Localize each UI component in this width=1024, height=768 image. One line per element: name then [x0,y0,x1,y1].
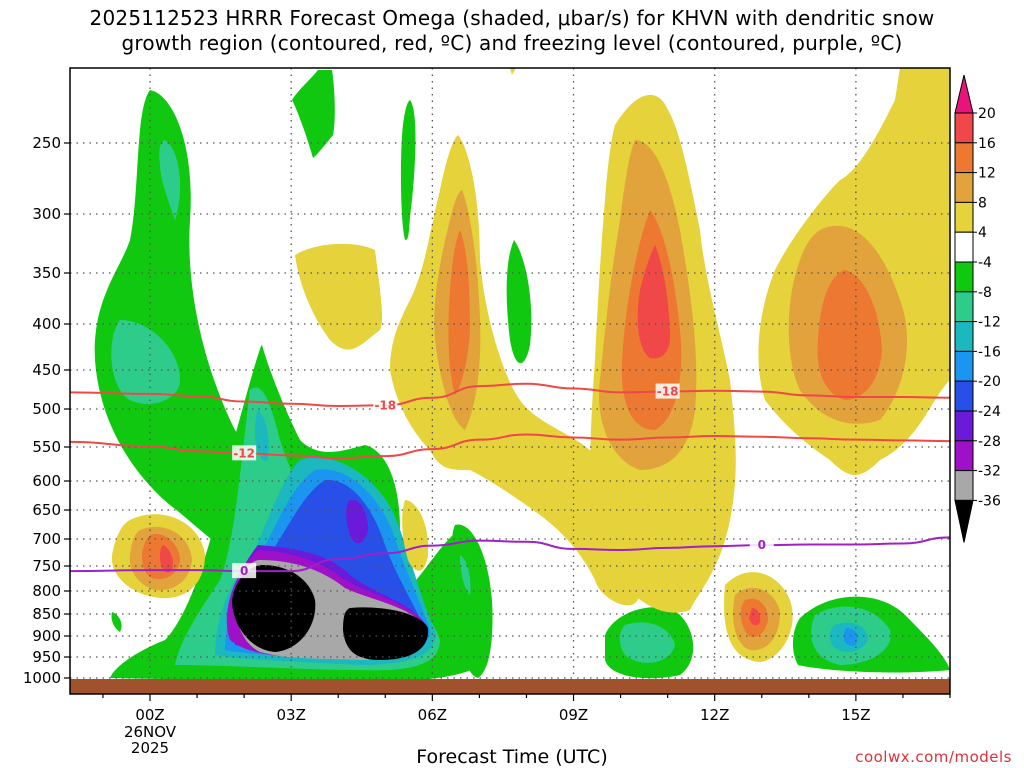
contour-label: -12 [233,446,255,460]
y-tick-label: 850 [32,605,61,623]
y-tick-label: 250 [32,134,61,152]
colorbar-swatch [955,292,973,322]
colorbar-label: -4 [978,255,992,271]
colorbar-swatch [955,322,973,352]
sink-area [507,240,532,363]
y-axis: 250 300 350 400 450 500 550 600 650 700 750 800 850 9… [23,134,70,687]
colorbar-label: -16 [978,344,1001,360]
y-tick-label: 750 [32,557,61,575]
y-tick-label: 950 [32,648,61,666]
x-tick-label: 00Z [135,706,164,724]
colorbar-swatch [955,471,973,501]
colorbar-swatch [955,173,973,203]
y-tick-label: 600 [32,472,61,490]
y-tick-label: 350 [32,264,61,282]
y-tick-label: 800 [32,582,61,600]
sink-area [111,612,121,632]
colorbar-swatch [955,232,973,262]
x-tick-label: 12Z [700,706,729,724]
colorbar-swatch [955,262,973,292]
colorbar-label: -36 [978,493,1001,509]
y-tick-label: 700 [32,530,61,548]
contour-label: 0 [758,538,766,552]
credit-link[interactable]: coolwx.com/models [855,748,1012,766]
sink-area [292,70,335,158]
colorbar-swatch [955,202,973,232]
y-tick-label: 450 [32,361,61,379]
omega-shaded-field [95,68,950,681]
plot-area: -18 -18 -12 0 0 [70,68,950,694]
omega-cross-section-chart: -18 -18 -12 0 0 250 300 350 400 450 500 550 600 650 7… [0,0,1024,768]
x-tick-label: 09Z [559,706,588,724]
colorbar-label: -24 [978,404,1001,420]
contour-label: -18 [374,398,396,412]
colorbar-label: 4 [978,225,987,241]
contour-label: -18 [657,385,679,399]
colorbar-label: -12 [978,315,1001,331]
ground-strip [70,679,950,694]
rise-area [510,68,516,75]
colorbar-label: 20 [978,106,996,122]
colorbar-label: 16 [978,136,996,152]
contour-label: 0 [240,564,248,578]
y-tick-label: 550 [32,438,61,456]
y-tick-label: 300 [32,205,61,223]
colorbar-swatch [955,113,973,143]
y-tick-label: 400 [32,315,61,333]
colorbar: 20 16 12 8 4 -4 -8 -12 -16 -20 -24 -28 -32 -36 [955,75,1001,542]
colorbar-top-arrow [955,75,973,113]
x-tick-label: 06Z [418,706,447,724]
y-tick-label: 900 [32,627,61,645]
colorbar-swatch [955,411,973,441]
colorbar-label: -28 [978,434,1001,450]
x-tick-label: 15Z [841,706,870,724]
colorbar-label: -8 [978,285,992,301]
y-tick-label: 500 [32,400,61,418]
colorbar-label: -20 [978,374,1001,390]
colorbar-swatch [955,381,973,411]
colorbar-swatch [955,351,973,381]
colorbar-label: 8 [978,195,987,211]
colorbar-label: -32 [978,464,1001,480]
y-tick-label: 1000 [23,669,61,687]
x-tick-label: 03Z [276,706,305,724]
colorbar-bottom-arrow [955,500,973,542]
colorbar-swatch [955,441,973,471]
sink-area [401,100,416,240]
colorbar-label: 12 [978,166,996,182]
y-tick-label: 650 [32,501,61,519]
colorbar-swatch [955,143,973,173]
